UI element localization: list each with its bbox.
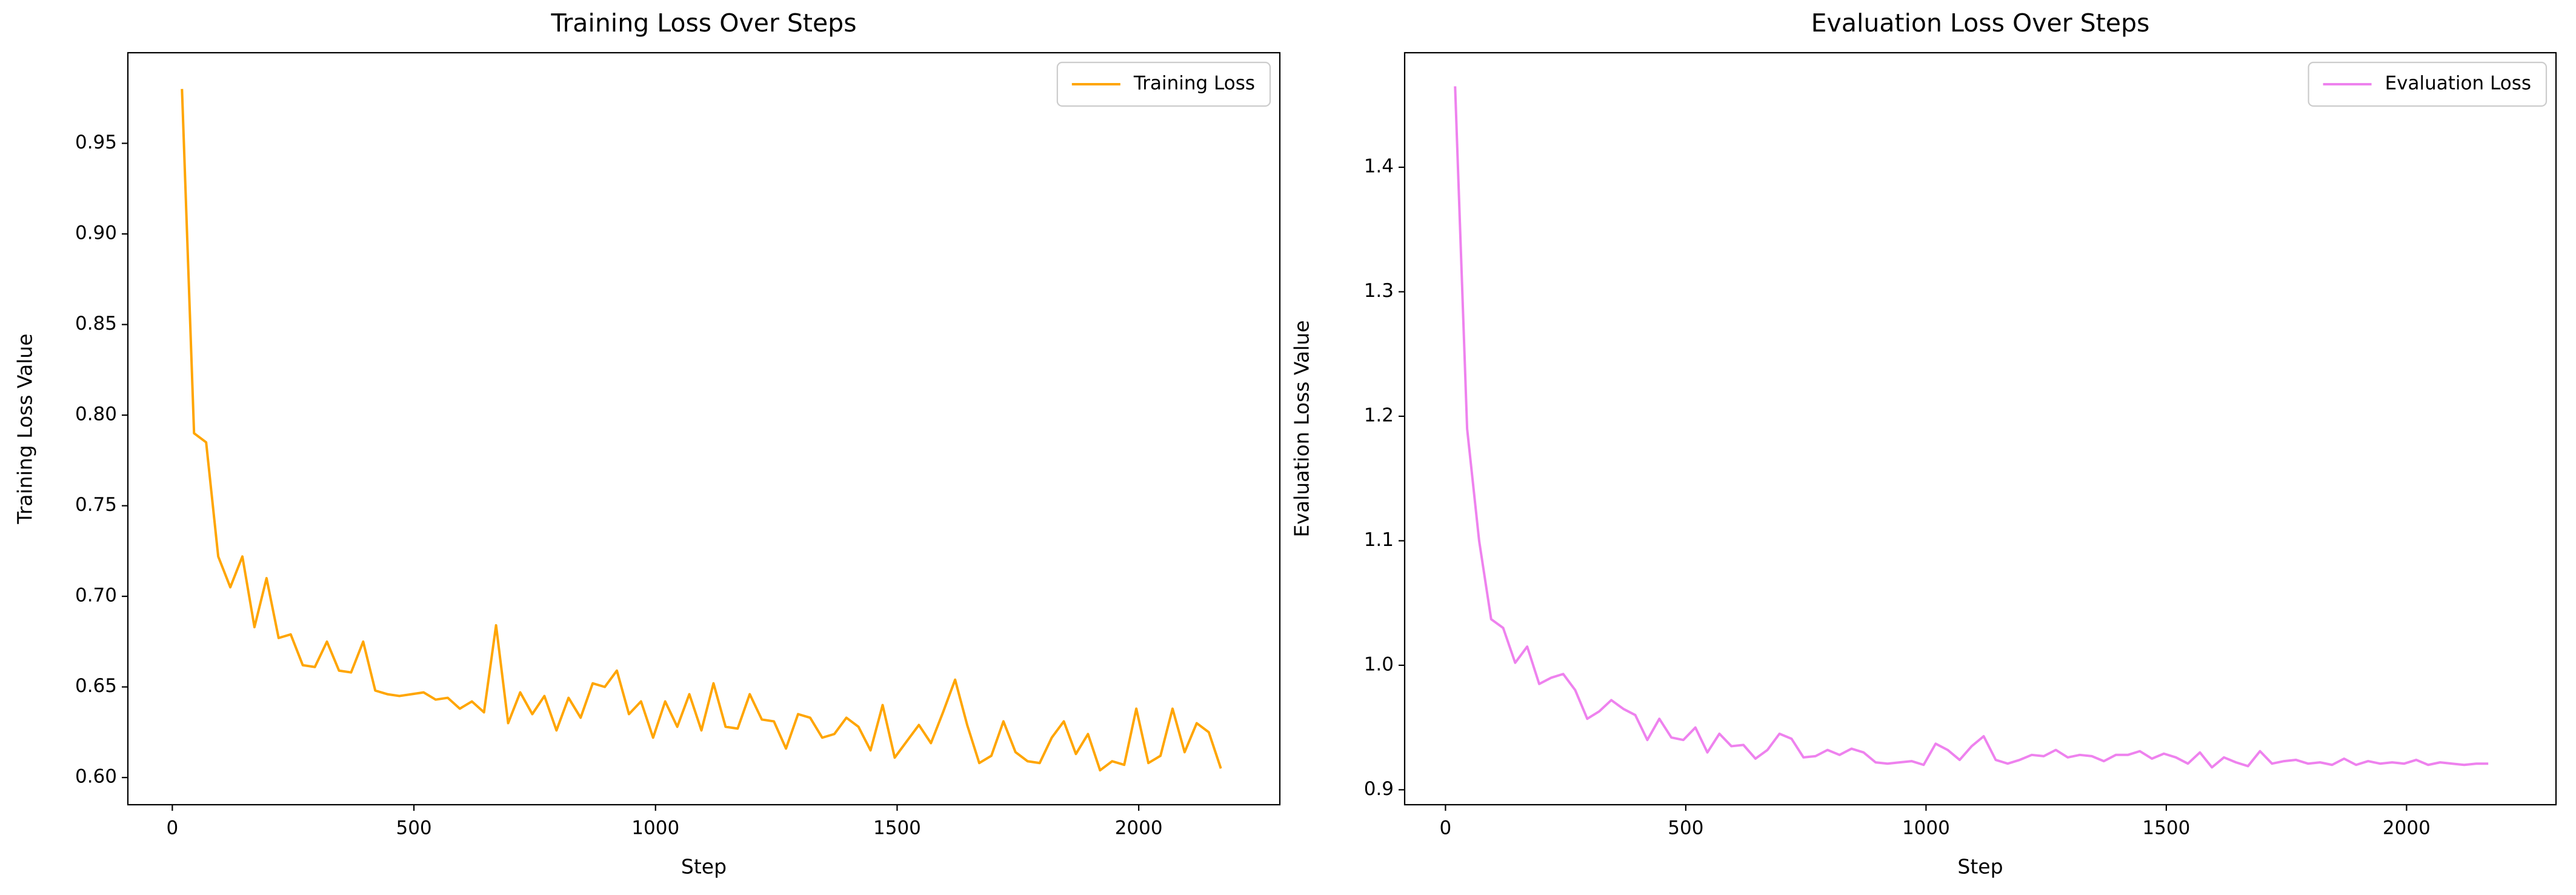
y-tick-label: 1.1	[1364, 529, 1394, 551]
axes-frame	[127, 52, 1281, 806]
legend: Evaluation Loss	[2308, 61, 2548, 107]
y-tick-label: 0.9	[1364, 778, 1394, 800]
chart-title: Evaluation Loss Over Steps	[1811, 8, 2150, 38]
x-tick-label: 1500	[2142, 817, 2190, 839]
y-tick-label: 1.4	[1364, 156, 1394, 178]
y-axis-label: Evaluation Loss Value	[1290, 320, 1314, 537]
x-tick-label: 1500	[873, 817, 921, 839]
y-tick-label: 0.85	[75, 313, 117, 334]
y-tick-label: 1.3	[1364, 280, 1394, 302]
legend-label: Evaluation Loss	[2385, 73, 2531, 95]
y-tick-label: 0.90	[75, 222, 117, 244]
legend-label: Training Loss	[1133, 73, 1255, 95]
x-tick-label: 2000	[1115, 817, 1163, 839]
x-tick-label: 1000	[1902, 817, 1950, 839]
y-axis-label: Training Loss Value	[13, 333, 37, 524]
y-tick-label: 0.80	[75, 404, 117, 425]
x-tick-label: 1000	[631, 817, 679, 839]
y-tick-label: 0.65	[75, 675, 117, 697]
x-tick-label: 0	[166, 817, 178, 839]
y-tick-label: 0.60	[75, 766, 117, 788]
x-tick-label: 500	[396, 817, 431, 839]
x-tick-label: 500	[1668, 817, 1703, 839]
legend: Training Loss	[1056, 61, 1271, 107]
x-axis-label: Step	[681, 855, 727, 879]
y-tick-label: 0.95	[75, 131, 117, 153]
y-tick-label: 0.75	[75, 494, 117, 516]
axes-frame	[1403, 52, 2557, 806]
y-tick-label: 1.0	[1364, 653, 1394, 675]
legend-box	[2308, 61, 2548, 107]
x-tick-label: 2000	[2383, 817, 2431, 839]
data-line	[181, 88, 1222, 772]
x-axis-label: Step	[1957, 855, 2003, 879]
chart-title: Training Loss Over Steps	[550, 8, 856, 38]
y-tick-label: 1.2	[1364, 404, 1394, 426]
data-line	[1454, 86, 2489, 769]
y-tick-label: 0.70	[75, 585, 117, 607]
legend-box	[1056, 61, 1271, 107]
x-tick-label: 0	[1440, 817, 1452, 839]
